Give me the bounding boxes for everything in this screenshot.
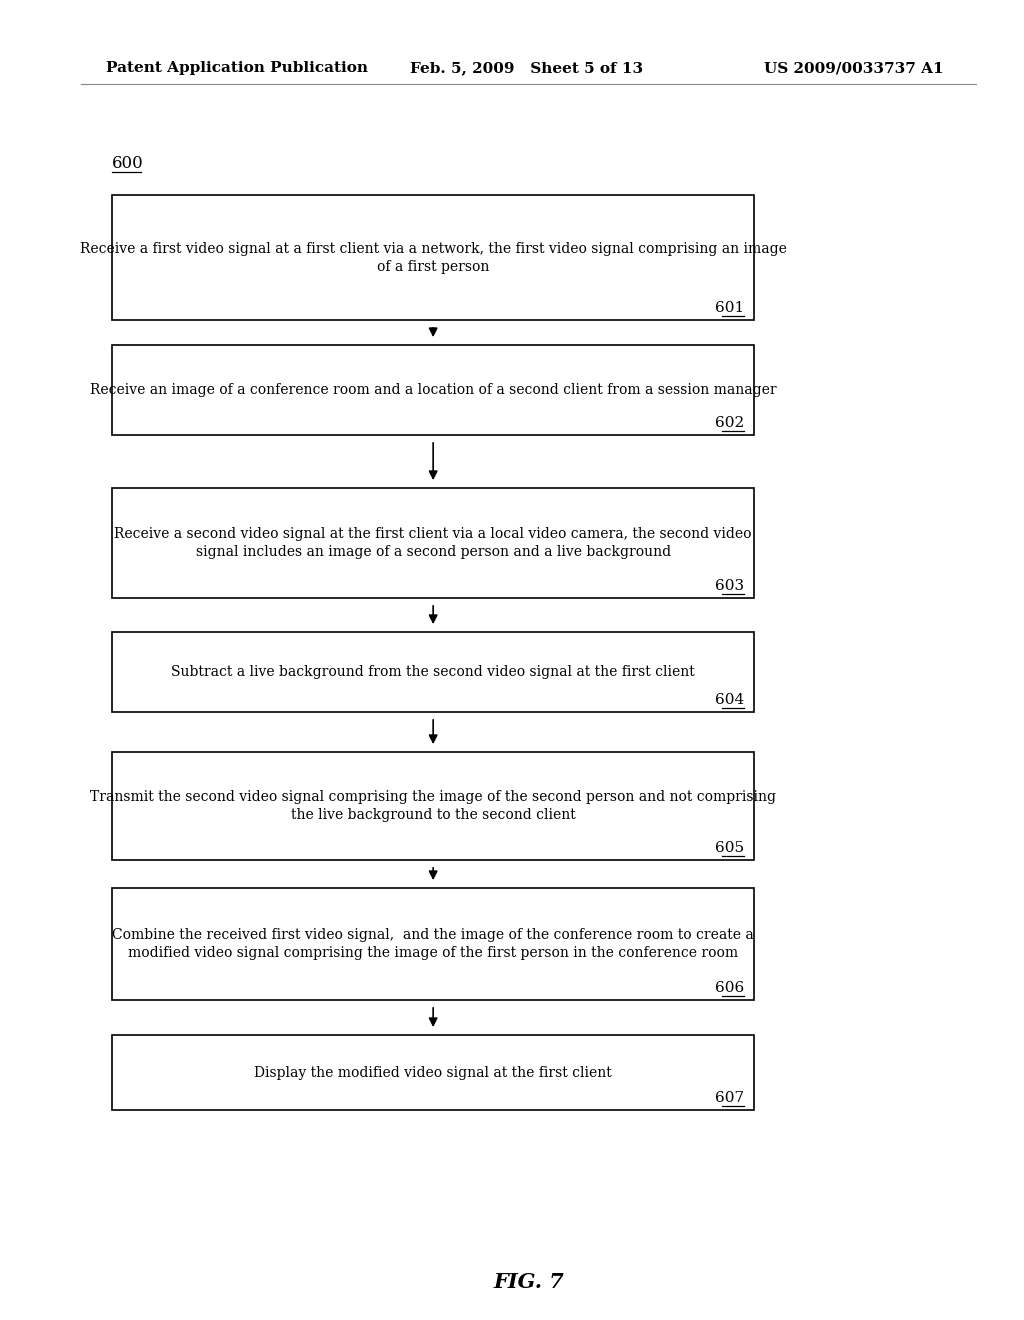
Text: Receive a second video signal at the first client via a local video camera, the : Receive a second video signal at the fir… <box>115 527 752 541</box>
Text: Display the modified video signal at the first client: Display the modified video signal at the… <box>254 1065 612 1080</box>
Text: Transmit the second video signal comprising the image of the second person and n: Transmit the second video signal compris… <box>90 789 776 804</box>
Text: 601: 601 <box>715 301 744 315</box>
Text: Feb. 5, 2009   Sheet 5 of 13: Feb. 5, 2009 Sheet 5 of 13 <box>411 61 643 75</box>
Text: of a first person: of a first person <box>377 260 489 273</box>
Text: Patent Application Publication: Patent Application Publication <box>105 61 368 75</box>
Text: 607: 607 <box>715 1092 744 1105</box>
Text: US 2009/0033737 A1: US 2009/0033737 A1 <box>764 61 943 75</box>
Text: signal includes an image of a second person and a live background: signal includes an image of a second per… <box>196 545 671 558</box>
Text: 603: 603 <box>715 579 744 593</box>
Text: Receive a first video signal at a first client via a network, the first video si: Receive a first video signal at a first … <box>80 242 786 256</box>
Text: FIG. 7: FIG. 7 <box>494 1272 564 1292</box>
FancyBboxPatch shape <box>113 632 754 711</box>
FancyBboxPatch shape <box>113 888 754 1001</box>
Text: 602: 602 <box>715 416 744 430</box>
Text: the live background to the second client: the live background to the second client <box>291 808 575 822</box>
FancyBboxPatch shape <box>113 488 754 598</box>
Text: 605: 605 <box>715 841 744 855</box>
Text: Subtract a live background from the second video signal at the first client: Subtract a live background from the seco… <box>171 665 695 678</box>
FancyBboxPatch shape <box>113 752 754 861</box>
Text: Receive an image of a conference room and a location of a second client from a s: Receive an image of a conference room an… <box>90 383 776 397</box>
FancyBboxPatch shape <box>113 195 754 319</box>
FancyBboxPatch shape <box>113 345 754 436</box>
FancyBboxPatch shape <box>113 1035 754 1110</box>
Text: modified video signal comprising the image of the first person in the conference: modified video signal comprising the ima… <box>128 946 738 960</box>
Text: 606: 606 <box>715 981 744 995</box>
Text: 604: 604 <box>715 693 744 708</box>
Text: Combine the received first video signal,  and the image of the conference room t: Combine the received first video signal,… <box>113 928 754 942</box>
Text: 600: 600 <box>113 154 144 172</box>
